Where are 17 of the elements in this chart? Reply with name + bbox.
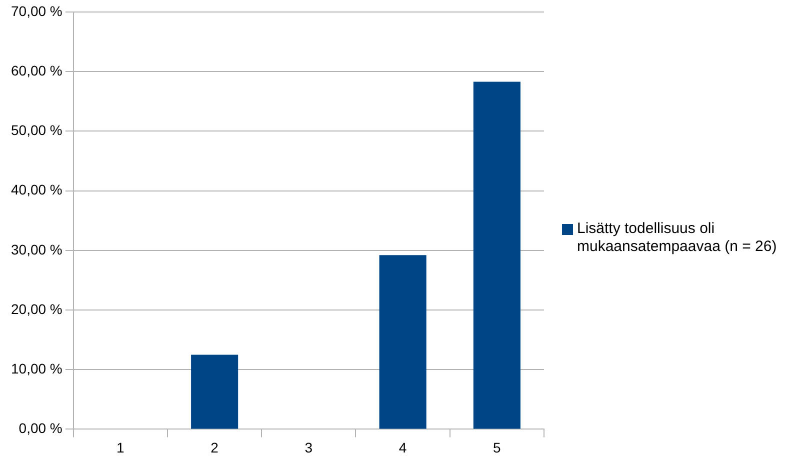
y-tick-label: 20,00 % [10,300,62,317]
y-tick-label: 40,00 % [10,182,62,198]
y-tick-label: 70,00 % [10,2,62,19]
bar [473,82,520,429]
bar [191,354,238,429]
legend-label: Lisätty todellisuus oli mukaansatempaavaa (n = 26) [577,220,778,256]
x-tick-label: 2 [210,439,219,456]
x-tick-label: 5 [493,439,502,456]
x-tick-label: 3 [304,439,313,456]
y-tick-label: 0,00 % [18,420,62,436]
bar [379,255,426,429]
y-tick-label: 50,00 % [10,122,62,138]
x-tick-label: 4 [398,439,407,456]
x-tick-label: 1 [116,439,125,456]
y-tick-label: 10,00 % [10,360,62,376]
y-tick-label: 60,00 % [10,62,62,78]
y-tick-label: 30,00 % [10,241,62,258]
